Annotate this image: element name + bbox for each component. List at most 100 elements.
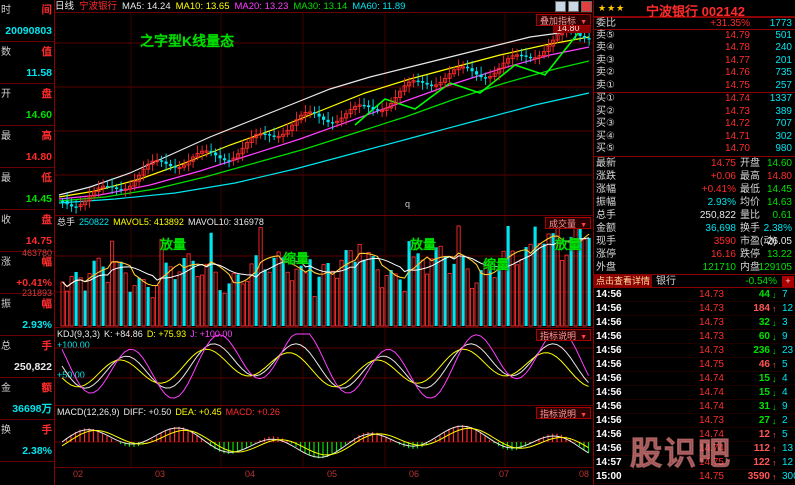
volume-axis-label: 231893 <box>21 288 52 298</box>
order-qty: 302 <box>775 130 792 142</box>
axis-tick-label: 03 <box>155 469 166 479</box>
volume-axis-label: 463780 <box>21 248 52 258</box>
committee-label: 委比 <box>596 18 616 29</box>
rail-row-value: +0.41% <box>16 277 52 289</box>
rail-row: 最低 <box>0 168 54 189</box>
pane-legend-item: DEA: +0.45 <box>175 407 222 417</box>
detail-value-left: 14.75 <box>710 157 736 169</box>
rail-row-value: 11.58 <box>26 67 52 79</box>
macd-indicator-select[interactable]: 指标说明 ▼ <box>536 407 591 419</box>
pane-legend-item: KDJ(9,3,3) <box>57 329 101 339</box>
tick-price: 14.75 <box>698 358 724 370</box>
tick-total: 9 <box>782 400 788 412</box>
tick-total: 23 <box>782 344 794 356</box>
overlay-indicator-select[interactable]: 叠加指标 ▼ <box>536 14 591 26</box>
pane-legend-item: MAVOL5: 413892 <box>113 217 184 227</box>
bid-row[interactable]: 买① 14.74 1337 <box>594 93 795 106</box>
tick-row[interactable]: 14:56 14.73 60 ↓ 9 <box>594 330 795 344</box>
maximize-button[interactable] <box>568 1 579 12</box>
minimize-button[interactable] <box>555 1 566 12</box>
tick-row[interactable]: 14:56 14.75 46 ↑ 5 <box>594 358 795 372</box>
bid-row[interactable]: 买② 14.73 389 <box>594 106 795 119</box>
rail-row-value: 额 <box>41 382 53 394</box>
rail-row: 时间 <box>0 0 54 21</box>
volume-pane[interactable]: 总手 250822 MAVOL5: 413892 MAVOL10: 316978 成交… <box>55 216 593 328</box>
order-qty: 201 <box>775 54 792 66</box>
kdj-legend: KDJ(9,3,3) K: +84.86 D: +75.93 J: +100.00 <box>57 328 236 340</box>
favorite-stars[interactable]: ★★★ <box>598 3 626 13</box>
chart-header-bar: 日线 宁波银行 MA5: 14.24 MA10: 13.65 MA20: 13.23 MA… <box>55 0 593 13</box>
order-price: 14.76 <box>724 67 750 78</box>
rail-row-label: 振 <box>1 299 11 310</box>
macd-pane[interactable]: MACD(12,26,9) DIFF: +0.50 DEA: +0.45 MACD: … <box>55 406 593 468</box>
tick-row[interactable]: 14:57 14.75 122 ↑ 12 <box>594 456 795 470</box>
tick-list[interactable]: 14:56 14.73 44 ↓ 7 14:56 14.73 184 ↑ 12 14:56 14.73… <box>594 288 795 484</box>
tick-row[interactable]: 14:56 14.73 184 ↑ 12 <box>594 302 795 316</box>
tick-time: 14:56 <box>596 428 622 440</box>
tick-time: 14:56 <box>596 386 622 398</box>
tick-qty: 12 <box>758 428 770 440</box>
order-price: 14.73 <box>724 105 750 117</box>
tick-row[interactable]: 14:56 14.73 44 ↓ 7 <box>594 288 795 302</box>
detail-key-right: 跌停 <box>740 248 760 260</box>
kdj-pane[interactable]: KDJ(9,3,3) K: +84.86 D: +75.93 J: +100.00 指… <box>55 328 593 406</box>
rail-row-label: 涨 <box>1 257 11 268</box>
stock-code: 002142 <box>701 4 746 19</box>
bid-row[interactable]: 买③ 14.72 707 <box>594 118 795 131</box>
tick-row[interactable]: 14:56 14.73 27 ↓ 2 <box>594 414 795 428</box>
tick-row[interactable]: 14:56 14.73 236 ↓ 23 <box>594 344 795 358</box>
order-label: 买① <box>596 93 615 104</box>
tick-time: 15:00 <box>596 470 622 482</box>
quote-title-bar: ★★★ 宁波银行 002142 <box>594 0 795 19</box>
close-button[interactable] <box>581 1 592 12</box>
tick-row[interactable]: 14:56 14.74 15 ↓ 4 <box>594 386 795 400</box>
ask-row[interactable]: 卖⑤ 14.79 501 <box>594 30 795 43</box>
kdj-indicator-select[interactable]: 指标说明 ▼ <box>536 329 591 341</box>
sector-add-button[interactable]: + <box>782 275 794 287</box>
rail-row: 涨幅 <box>0 252 54 273</box>
tick-direction-icon: ↓ <box>772 415 777 426</box>
bid-row[interactable]: 买④ 14.71 302 <box>594 131 795 144</box>
tick-total: 4 <box>782 372 788 384</box>
rail-row-value: 14.45 <box>25 193 52 205</box>
left-info-rail: 时间 20090803 数值 11.58 开盘 14.60 最高 14.80 最低 14.45 收盘… <box>0 0 55 485</box>
order-qty: 980 <box>775 143 792 154</box>
tick-direction-icon: ↑ <box>772 303 777 314</box>
volume-indicator-select[interactable]: 成交量 ▼ <box>545 217 591 229</box>
view-detail-button[interactable]: 点击查看详情 <box>594 274 653 288</box>
tick-row[interactable]: 15:00 14.75 3590↑ 300 <box>594 470 795 484</box>
tick-row[interactable]: 14:56 14.74 31 ↓ 9 <box>594 400 795 414</box>
sector-bar[interactable]: 点击查看详情 银行 -0.54% + <box>594 273 795 288</box>
ask-row[interactable]: 卖④ 14.78 240 <box>594 42 795 55</box>
quote-detail-row: 涨幅 +0.41% 最低 14.45 <box>594 183 795 196</box>
bid-row[interactable]: 买⑤ 14.70 980 <box>594 143 795 156</box>
tick-row[interactable]: 14:56 14.73 32 ↓ 3 <box>594 316 795 330</box>
ask-row[interactable]: 卖① 14.75 257 <box>594 80 795 93</box>
window-controls[interactable] <box>554 0 593 12</box>
rail-row-label: 总 <box>1 341 11 352</box>
ask-list[interactable]: 卖⑤ 14.79 501 卖④ 14.78 240 卖③ 14.77 201 卖② 14.76 735… <box>594 30 795 93</box>
tick-total: 4 <box>782 386 788 398</box>
rail-row-label: 数 <box>1 47 11 58</box>
pane-legend-item: 总手 <box>57 217 76 227</box>
ask-row[interactable]: 卖② 14.76 735 <box>594 67 795 80</box>
tick-time: 14:56 <box>596 442 622 454</box>
axis-tick-label: 08 <box>579 469 590 479</box>
tick-row[interactable]: 14:56 14.74 112 ↑ 13 <box>594 442 795 456</box>
tick-price: 14.75 <box>698 456 724 468</box>
order-label: 卖② <box>596 67 615 78</box>
price-pane[interactable]: 之字型K线量态 叠加指标 ▼ q <box>55 13 593 216</box>
tick-direction-icon: ↑ <box>772 457 777 468</box>
rail-row-value: 20090803 <box>5 25 52 37</box>
tick-row[interactable]: 14:56 14.74 12 ↑ 5 <box>594 428 795 442</box>
bid-list[interactable]: 买① 14.74 1337 买② 14.73 389 买③ 14.72 707 买④ 14.71 30… <box>594 93 795 156</box>
tick-row[interactable]: 14:56 14.74 15 ↓ 4 <box>594 372 795 386</box>
tick-price: 14.73 <box>698 414 724 426</box>
detail-key-right: 换手 <box>740 222 760 234</box>
kdj-scale-top: +100.00 <box>57 340 90 350</box>
axis-tick-label: 05 <box>327 469 338 479</box>
sector-label: 银行 <box>656 275 676 287</box>
rail-row: 36698万 <box>0 399 54 420</box>
ask-row[interactable]: 卖③ 14.77 201 <box>594 55 795 68</box>
rail-row-value: 手 <box>41 340 53 352</box>
